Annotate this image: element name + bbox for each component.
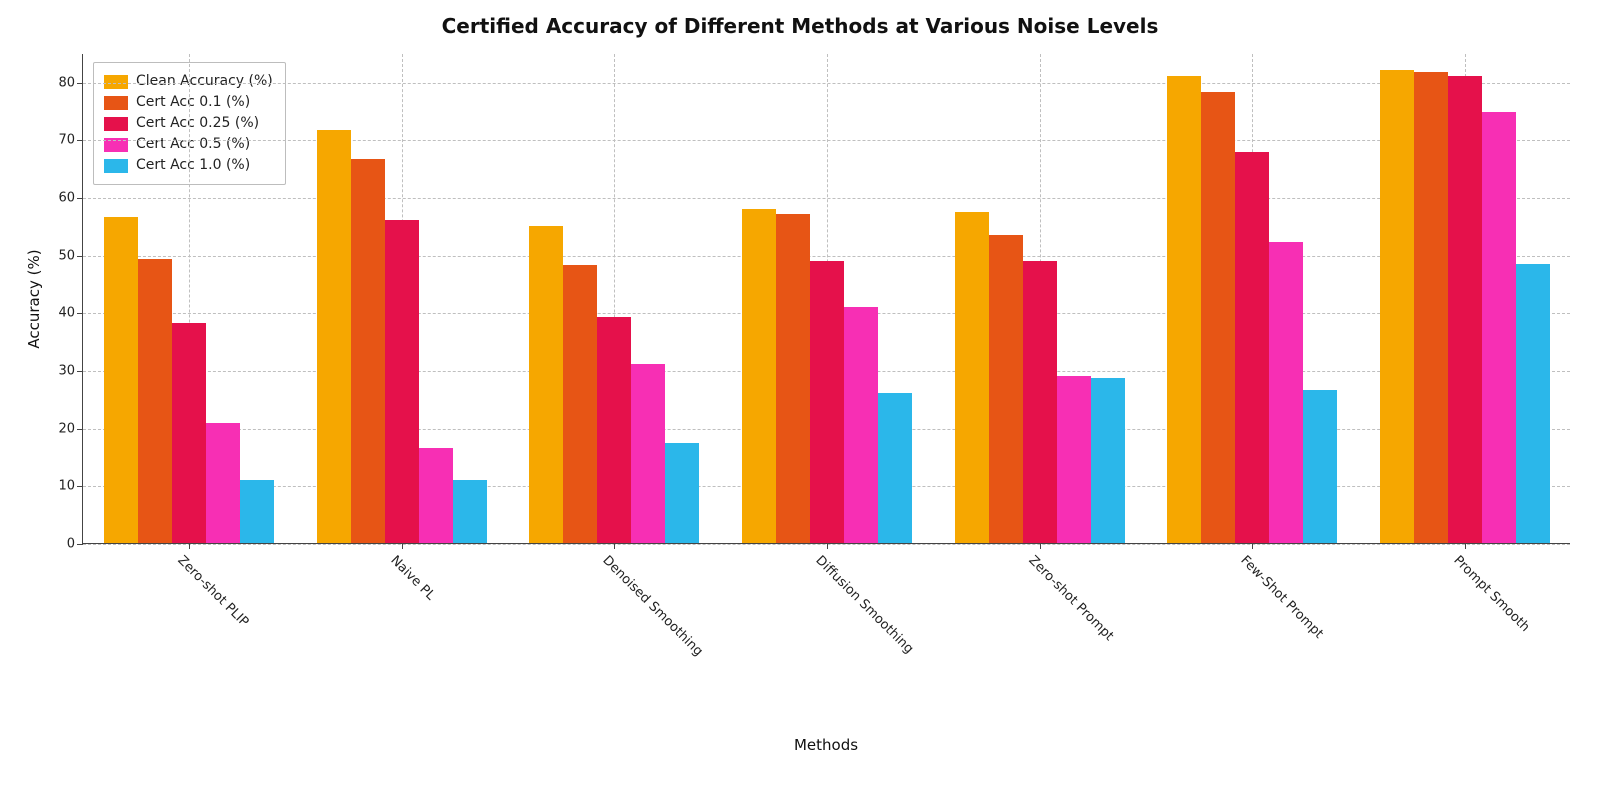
- bar: [1482, 112, 1516, 543]
- xtick-label: Few-Shot Prompt: [1238, 553, 1327, 642]
- legend-label: Cert Acc 1.0 (%): [136, 155, 250, 176]
- bar: [1269, 242, 1303, 543]
- legend-label: Cert Acc 0.5 (%): [136, 134, 250, 155]
- bar: [1057, 376, 1091, 543]
- bar: [742, 209, 776, 543]
- legend-swatch: [104, 75, 128, 89]
- bar: [1448, 76, 1482, 543]
- x-axis-label: Methods: [794, 736, 858, 754]
- bar: [317, 130, 351, 543]
- bar: [453, 480, 487, 543]
- bar: [1167, 76, 1201, 543]
- ytick-label: 40: [58, 306, 83, 321]
- legend-swatch: [104, 159, 128, 173]
- bar: [878, 393, 912, 543]
- bar: [989, 235, 1023, 543]
- bar: [1516, 264, 1550, 543]
- bar: [563, 265, 597, 543]
- bar: [206, 423, 240, 543]
- xtick-mark: [1465, 543, 1466, 549]
- bar: [597, 317, 631, 543]
- plot-area: Clean Accuracy (%)Cert Acc 0.1 (%)Cert A…: [82, 54, 1570, 544]
- xtick-label: Zero-shot Prompt: [1025, 553, 1116, 644]
- legend-swatch: [104, 96, 128, 110]
- xtick-label: Denoised Smoothing: [600, 553, 706, 659]
- bar: [419, 448, 453, 543]
- xtick-label: Diffusion Smoothing: [812, 553, 916, 657]
- bar: [955, 212, 989, 543]
- bar: [1303, 390, 1337, 543]
- bar: [1091, 378, 1125, 543]
- xtick-mark: [614, 543, 615, 549]
- bar: [385, 220, 419, 543]
- ytick-label: 10: [58, 479, 83, 494]
- bar: [240, 480, 274, 543]
- xtick-mark: [189, 543, 190, 549]
- y-axis-label: Accuracy (%): [25, 249, 43, 348]
- ytick-label: 0: [67, 537, 83, 552]
- bar: [1201, 92, 1235, 543]
- xtick-mark: [402, 543, 403, 549]
- legend-label: Cert Acc 0.1 (%): [136, 92, 250, 113]
- bar: [810, 261, 844, 543]
- ytick-label: 70: [58, 133, 83, 148]
- bar: [172, 323, 206, 543]
- bar: [1380, 70, 1414, 543]
- chart-title: Certified Accuracy of Different Methods …: [0, 14, 1600, 38]
- bar: [665, 443, 699, 543]
- legend-label: Clean Accuracy (%): [136, 71, 273, 92]
- xtick-label: Prompt Smooth: [1450, 553, 1532, 635]
- ytick-label: 50: [58, 248, 83, 263]
- bar: [631, 364, 665, 543]
- xtick-mark: [827, 543, 828, 549]
- ytick-label: 80: [58, 75, 83, 90]
- ytick-label: 60: [58, 191, 83, 206]
- xtick-mark: [1040, 543, 1041, 549]
- legend-swatch: [104, 117, 128, 131]
- xtick-mark: [1252, 543, 1253, 549]
- bar: [1023, 261, 1057, 543]
- chart-container: Certified Accuracy of Different Methods …: [0, 0, 1600, 794]
- bar: [844, 307, 878, 543]
- bar: [104, 217, 138, 543]
- xtick-label: Zero-shot PLIP: [175, 553, 252, 630]
- bar: [529, 226, 563, 543]
- bar: [1235, 152, 1269, 543]
- bar: [351, 159, 385, 544]
- ytick-label: 20: [58, 421, 83, 436]
- legend-label: Cert Acc 0.25 (%): [136, 113, 259, 134]
- ytick-label: 30: [58, 364, 83, 379]
- bar: [1414, 72, 1448, 543]
- xtick-label: Naive PL: [387, 553, 437, 603]
- bar: [776, 214, 810, 543]
- bar: [138, 259, 172, 543]
